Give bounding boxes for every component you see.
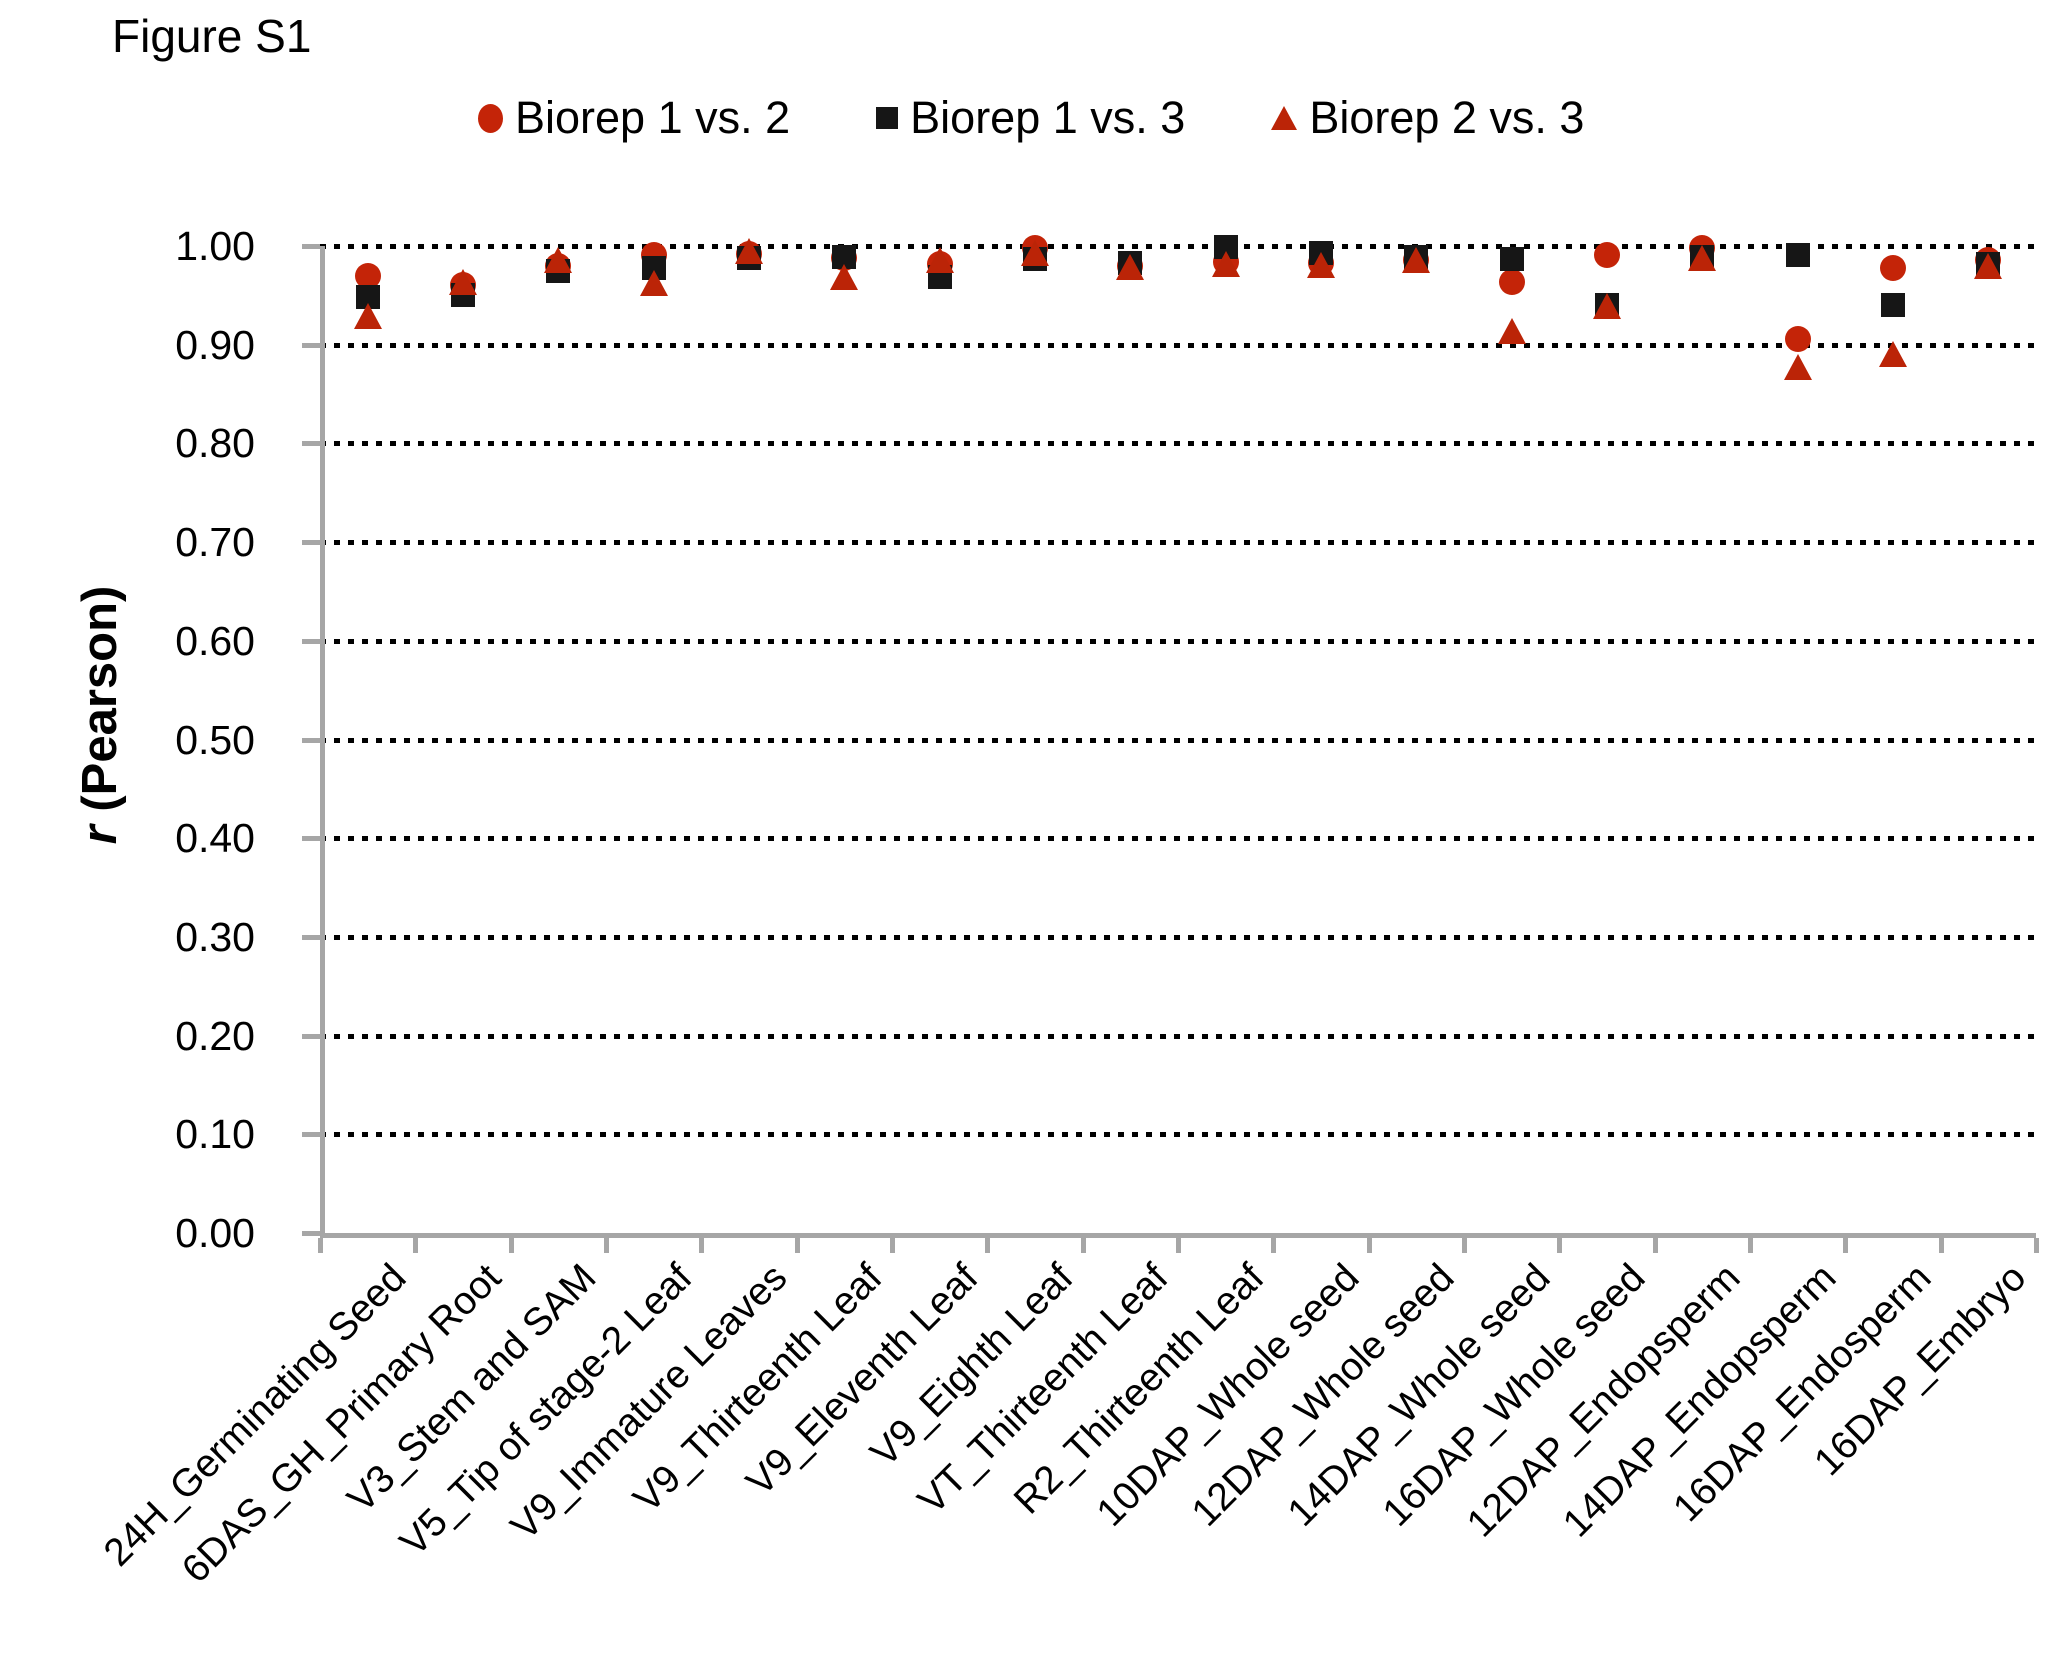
y-tick-mark-0.50 [302, 737, 320, 743]
data-point-triangle [1021, 239, 1049, 266]
gridline-0.60 [320, 638, 2036, 644]
x-tick-mark-16 [1843, 1238, 1849, 1253]
x-tick-mark-5 [794, 1238, 800, 1253]
data-point-triangle [1402, 246, 1431, 273]
y-tick-label-1.00: 1.00 [175, 223, 255, 269]
data-point-triangle [830, 263, 859, 290]
x-tick-mark-8 [1080, 1238, 1086, 1253]
data-point-triangle [1211, 250, 1240, 277]
x-tick-mark-2 [508, 1238, 514, 1253]
y-tick-label-0.20: 0.20 [175, 1012, 255, 1059]
y-tick-mark-0.30 [302, 934, 320, 940]
y-tick-mark-0.20 [302, 1033, 320, 1039]
x-tick-mark-1 [413, 1238, 419, 1253]
y-tick-label-0.10: 0.10 [175, 1111, 255, 1158]
legend-item-biorep-2-vs-3: Biorep 2 vs. 3 [1271, 92, 1584, 144]
x-tick-mark-17 [1938, 1238, 1944, 1253]
data-point-circle [1594, 241, 1620, 268]
y-tick-label-0.40: 0.40 [175, 815, 255, 862]
y-tick-mark-0.70 [302, 540, 320, 546]
x-tick-mark-18 [2034, 1238, 2039, 1253]
y-tick-label-0.50: 0.50 [175, 716, 255, 763]
x-tick-mark-10 [1271, 1238, 1277, 1253]
data-point-triangle [1593, 293, 1621, 320]
legend-label: Biorep 1 vs. 3 [910, 92, 1186, 143]
gridline-1.00 [320, 244, 2036, 249]
y-tick-mark-0.40 [302, 836, 320, 842]
x-tick-mark-14 [1652, 1238, 1658, 1253]
x-tick-mark-13 [1557, 1238, 1563, 1253]
data-point-triangle [1116, 253, 1145, 280]
x-tick-mark-12 [1462, 1238, 1467, 1253]
gridline-0.30 [320, 934, 2036, 940]
data-point-triangle [1307, 251, 1335, 278]
gridline-0.50 [320, 737, 2036, 743]
y-tick-mark-0.90 [302, 342, 320, 348]
black-square-marker-icon [876, 107, 899, 129]
legend-label: Biorep 1 vs. 2 [515, 92, 791, 143]
y-tick-label-0.80: 0.80 [175, 420, 255, 467]
data-point-triangle [1497, 317, 1526, 344]
y-tick-label-0.30: 0.30 [175, 913, 255, 960]
y-tick-mark-0.00 [302, 1231, 320, 1236]
legend-item-biorep-1-vs-2: Biorep 1 vs. 2 [478, 92, 790, 144]
data-point-circle [354, 262, 381, 289]
gridline-0.80 [320, 441, 2036, 447]
legend: Biorep 1 vs. 2 Biorep 1 vs. 3 Biorep 2 v… [478, 92, 1584, 144]
x-tick-mark-0 [318, 1238, 323, 1253]
y-tick-label-0.00: 0.00 [175, 1210, 255, 1256]
data-point-square [1785, 242, 1810, 267]
gridline-0.20 [320, 1033, 2036, 1039]
data-point-triangle [639, 270, 668, 297]
figure-title: Figure S1 [112, 10, 312, 62]
y-axis-line [320, 246, 325, 1236]
y-tick-mark-0.80 [302, 441, 320, 447]
y-tick-label-0.60: 0.60 [175, 617, 255, 664]
data-point-triangle [1783, 354, 1812, 381]
data-point-circle [1498, 268, 1525, 295]
x-tick-mark-6 [890, 1238, 895, 1253]
y-tick-label-0.90: 0.90 [175, 321, 255, 368]
y-tick-mark-1.00 [302, 244, 320, 249]
gridline-0.70 [320, 540, 2036, 546]
x-tick-mark-11 [1366, 1238, 1372, 1253]
data-point-square [1499, 246, 1524, 271]
legend-item-biorep-1-vs-3: Biorep 1 vs. 3 [876, 92, 1185, 144]
x-tick-mark-15 [1748, 1238, 1753, 1253]
data-point-triangle [1974, 252, 2003, 279]
gridline-0.10 [320, 1132, 2036, 1138]
x-tick-mark-4 [699, 1238, 705, 1253]
data-point-triangle [449, 268, 477, 295]
data-point-circle [1880, 254, 1906, 281]
gridline-0.90 [320, 342, 2036, 348]
red-circle-marker-icon [478, 103, 503, 133]
y-tick-mark-0.10 [302, 1132, 320, 1138]
x-tick-mark-9 [1176, 1238, 1181, 1253]
data-point-triangle [735, 237, 763, 264]
data-point-triangle [544, 246, 573, 273]
legend-label: Biorep 2 vs. 3 [1309, 92, 1585, 143]
data-point-triangle [1879, 340, 1907, 367]
x-tick-mark-7 [985, 1238, 991, 1253]
x-axis-line [320, 1233, 2036, 1238]
data-point-circle [1784, 325, 1811, 352]
gridline-0.40 [320, 836, 2036, 842]
red-triangle-marker-icon [1271, 106, 1298, 130]
data-point-square [1881, 293, 1905, 318]
data-point-triangle [353, 303, 382, 330]
data-point-triangle [1688, 244, 1717, 271]
y-tick-label-0.70: 0.70 [175, 519, 255, 566]
y-tick-mark-0.60 [302, 638, 320, 644]
x-tick-mark-3 [604, 1238, 609, 1253]
data-point-triangle [925, 246, 954, 273]
